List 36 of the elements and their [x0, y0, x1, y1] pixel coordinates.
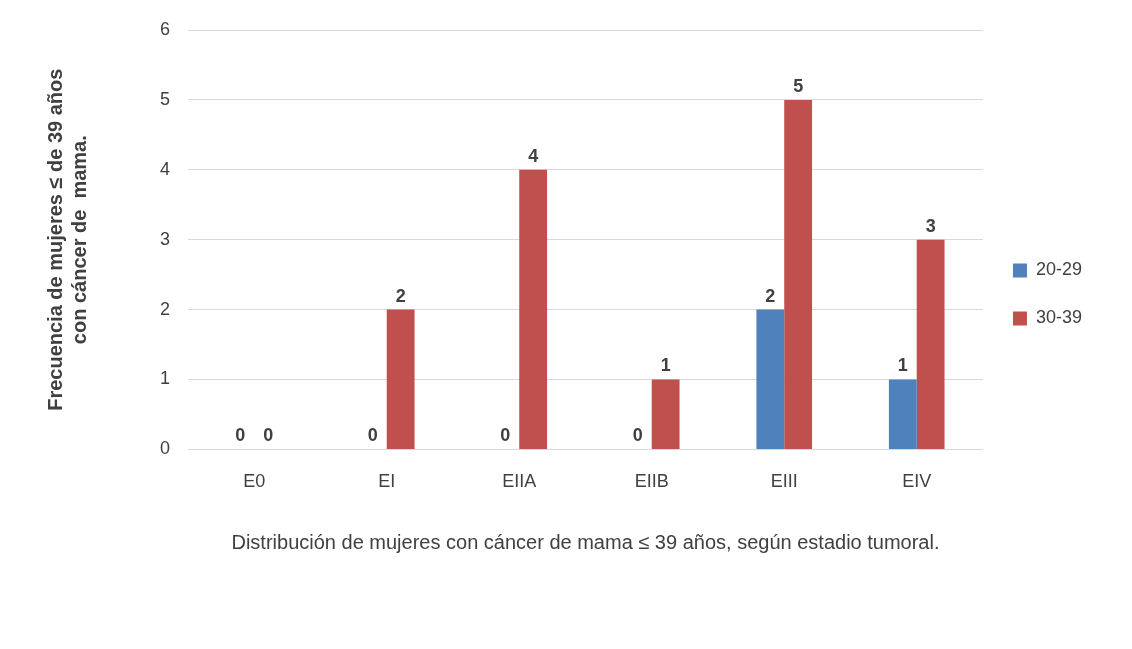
data-label: 4 — [528, 145, 539, 166]
x-tick-label: EIII — [770, 471, 798, 492]
bar — [784, 99, 813, 449]
data-label: 0 — [367, 425, 378, 446]
bar — [888, 379, 917, 449]
data-label: 0 — [500, 425, 511, 446]
y-tick-label: 2 — [160, 298, 171, 319]
data-label: 2 — [765, 285, 776, 306]
y-tick-label: 6 — [160, 18, 171, 39]
bar — [916, 239, 945, 449]
x-tick-label: EIIA — [502, 471, 537, 492]
data-label: 1 — [897, 355, 908, 376]
y-tick-label: 0 — [160, 438, 171, 459]
bar — [651, 379, 680, 449]
data-label: 2 — [395, 285, 406, 306]
data-label: 0 — [263, 425, 274, 446]
x-tick-label: EIV — [902, 471, 932, 492]
data-label: 5 — [793, 75, 804, 96]
legend-label: 20-29 — [1035, 259, 1083, 280]
data-label: 1 — [660, 355, 671, 376]
data-label: 3 — [925, 215, 936, 236]
legend-label: 30-39 — [1035, 307, 1083, 328]
x-tick-label: EIIB — [634, 471, 669, 492]
bar — [386, 309, 415, 449]
bar — [756, 309, 785, 449]
data-label: 0 — [632, 425, 643, 446]
x-tick-label: EI — [378, 471, 396, 492]
x-axis-title: Distribución de mujeres con cáncer de mama ≤ 39 años, según estadio tumoral. — [231, 530, 940, 553]
y-tick-label: 4 — [160, 158, 171, 179]
y-tick-label: 5 — [160, 88, 171, 109]
x-tick-label: E0 — [243, 471, 266, 492]
y-tick-label: 1 — [160, 368, 171, 389]
y-axis-title: Frecuencia de mujeres ≤ de 39 años con cáncer de mama. — [43, 68, 90, 411]
data-label: 0 — [235, 425, 246, 446]
y-tick-label: 3 — [160, 228, 171, 249]
bar — [519, 169, 548, 449]
